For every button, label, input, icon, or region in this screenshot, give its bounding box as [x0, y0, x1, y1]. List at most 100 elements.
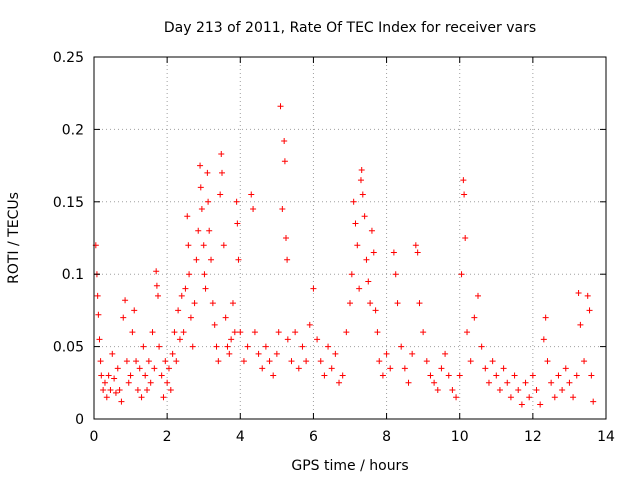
data-point — [288, 358, 295, 365]
data-point — [273, 350, 280, 357]
x-axis-ticks: 0 2 4 6 8 10 12 14 — [90, 57, 615, 445]
data-point — [496, 387, 503, 394]
data-point — [295, 365, 302, 372]
data-point — [453, 394, 460, 401]
data-point — [134, 387, 141, 394]
data-point — [122, 297, 129, 304]
data-point — [103, 394, 110, 401]
data-point — [118, 398, 125, 405]
data-point — [551, 394, 558, 401]
y-tick-label: 0 — [75, 412, 84, 428]
data-point — [540, 336, 547, 343]
data-point — [184, 213, 191, 220]
data-point — [544, 358, 551, 365]
data-point — [431, 379, 438, 386]
data-point — [350, 198, 357, 205]
data-point — [321, 372, 328, 379]
data-point — [195, 227, 202, 234]
data-point — [120, 314, 127, 321]
data-point — [427, 372, 434, 379]
data-point — [197, 162, 204, 169]
data-point — [348, 271, 355, 278]
data-point — [213, 343, 220, 350]
data-point — [533, 387, 540, 394]
data-point — [107, 387, 114, 394]
data-point — [270, 372, 277, 379]
data-point — [279, 206, 286, 213]
data-point — [144, 387, 151, 394]
data-point — [339, 372, 346, 379]
data-point — [325, 343, 332, 350]
data-point — [370, 249, 377, 256]
data-point — [224, 343, 231, 350]
x-tick-label: 14 — [597, 429, 615, 445]
data-point — [201, 271, 208, 278]
data-point — [317, 358, 324, 365]
data-point — [101, 379, 108, 386]
data-point — [127, 372, 134, 379]
data-point — [96, 336, 103, 343]
data-point — [511, 372, 518, 379]
data-point — [482, 365, 489, 372]
data-point — [467, 358, 474, 365]
data-point — [493, 372, 500, 379]
data-point — [379, 372, 386, 379]
data-point — [284, 336, 291, 343]
data-point — [222, 314, 229, 321]
data-point — [145, 358, 152, 365]
data-point — [367, 300, 374, 307]
data-point — [191, 300, 198, 307]
data-point — [376, 358, 383, 365]
y-axis-label: ROTI / TECUs — [6, 192, 22, 284]
data-point — [581, 358, 588, 365]
data-point — [310, 285, 317, 292]
y-tick-label: 0.05 — [53, 340, 84, 356]
data-point — [251, 329, 258, 336]
data-point — [365, 278, 372, 285]
data-point — [555, 372, 562, 379]
data-point — [189, 343, 196, 350]
plot-frame — [93, 56, 607, 420]
data-point — [359, 191, 366, 198]
data-point — [283, 235, 289, 241]
data-point — [537, 401, 544, 408]
data-point — [590, 398, 597, 405]
data-point — [171, 329, 178, 336]
x-tick-label: 8 — [382, 429, 391, 445]
data-point — [185, 242, 192, 249]
data-point — [220, 242, 227, 249]
data-point — [228, 336, 235, 343]
data-point — [105, 372, 112, 379]
data-point — [109, 350, 116, 357]
data-point — [588, 372, 595, 379]
data-point — [314, 336, 321, 343]
data-point — [206, 227, 213, 234]
x-tick-label: 10 — [451, 429, 469, 445]
data-point — [142, 372, 149, 379]
data-point — [358, 166, 365, 173]
data-point — [233, 198, 240, 205]
data-point — [95, 311, 102, 318]
data-point — [409, 350, 416, 357]
data-point — [219, 169, 225, 176]
data-point — [412, 242, 419, 249]
y-tick-label: 0.1 — [62, 267, 84, 283]
data-point — [169, 350, 176, 357]
data-point — [165, 365, 172, 372]
data-point — [129, 329, 136, 336]
y-axis-ticks: 0 0.05 0.1 0.15 0.2 0.25 — [53, 50, 606, 428]
data-point — [259, 365, 266, 372]
data-point — [153, 282, 160, 289]
data-point — [182, 285, 189, 292]
data-point — [515, 387, 522, 394]
data-point — [186, 271, 193, 278]
data-point — [147, 379, 154, 386]
data-point — [420, 329, 427, 336]
data-point — [356, 285, 363, 292]
data-point — [123, 358, 130, 365]
data-point — [217, 191, 224, 198]
data-point — [231, 329, 238, 336]
data-point — [237, 329, 244, 336]
data-point — [570, 394, 577, 401]
